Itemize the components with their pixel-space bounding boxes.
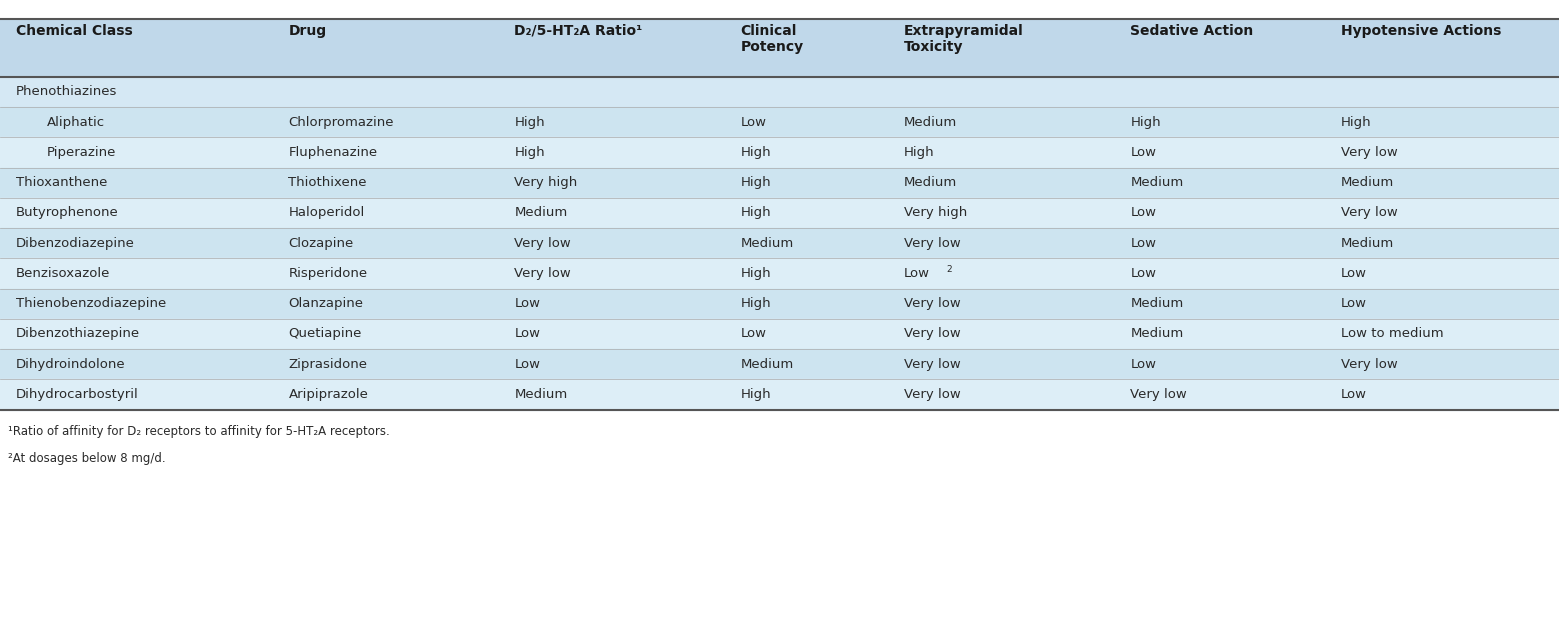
Text: Low: Low bbox=[1130, 207, 1157, 219]
Text: Low: Low bbox=[1341, 297, 1367, 310]
Text: Very low: Very low bbox=[904, 297, 960, 310]
Bar bbox=[0, 349, 1559, 379]
Text: Very high: Very high bbox=[514, 176, 578, 189]
Text: Very low: Very low bbox=[904, 358, 960, 370]
Text: High: High bbox=[1341, 116, 1372, 129]
Text: High: High bbox=[741, 176, 772, 189]
Text: High: High bbox=[514, 146, 546, 159]
Text: 2: 2 bbox=[946, 265, 953, 273]
Text: Ziprasidone: Ziprasidone bbox=[288, 358, 368, 370]
Text: Low: Low bbox=[1130, 358, 1157, 370]
Bar bbox=[0, 319, 1559, 349]
Text: Aripiprazole: Aripiprazole bbox=[288, 388, 368, 401]
Text: Medium: Medium bbox=[904, 116, 957, 129]
Text: Very low: Very low bbox=[1341, 146, 1397, 159]
Text: Very low: Very low bbox=[514, 267, 571, 280]
Text: High: High bbox=[514, 116, 546, 129]
Text: Low: Low bbox=[514, 297, 541, 310]
Text: High: High bbox=[741, 388, 772, 401]
Text: Very low: Very low bbox=[904, 388, 960, 401]
Text: Medium: Medium bbox=[1341, 237, 1394, 249]
Bar bbox=[0, 379, 1559, 410]
Text: ¹Ratio of affinity for D₂ receptors to affinity for 5-HT₂A receptors.: ¹Ratio of affinity for D₂ receptors to a… bbox=[8, 425, 390, 438]
Text: Olanzapine: Olanzapine bbox=[288, 297, 363, 310]
Text: Hypotensive Actions: Hypotensive Actions bbox=[1341, 24, 1501, 38]
Text: Extrapyramidal
Toxicity: Extrapyramidal Toxicity bbox=[904, 24, 1024, 54]
Text: High: High bbox=[741, 297, 772, 310]
Text: High: High bbox=[904, 146, 935, 159]
Text: Thiothixene: Thiothixene bbox=[288, 176, 366, 189]
Text: Medium: Medium bbox=[1130, 176, 1183, 189]
Text: Very high: Very high bbox=[904, 207, 968, 219]
Text: Butyrophenone: Butyrophenone bbox=[16, 207, 118, 219]
Text: Very low: Very low bbox=[1130, 388, 1186, 401]
Text: Low: Low bbox=[1130, 267, 1157, 280]
Text: Very low: Very low bbox=[1341, 358, 1397, 370]
Text: Aliphatic: Aliphatic bbox=[47, 116, 104, 129]
Text: High: High bbox=[741, 146, 772, 159]
Text: Clinical
Potency: Clinical Potency bbox=[741, 24, 803, 54]
Text: Very low: Very low bbox=[904, 328, 960, 340]
Bar bbox=[0, 258, 1559, 289]
Text: Low: Low bbox=[514, 328, 541, 340]
Text: Risperidone: Risperidone bbox=[288, 267, 368, 280]
Bar bbox=[0, 137, 1559, 168]
Text: Thienobenzodiazepine: Thienobenzodiazepine bbox=[16, 297, 165, 310]
Text: Medium: Medium bbox=[1130, 297, 1183, 310]
Text: Low: Low bbox=[741, 116, 767, 129]
Text: Medium: Medium bbox=[514, 207, 567, 219]
Text: Low: Low bbox=[1341, 267, 1367, 280]
Bar bbox=[0, 107, 1559, 137]
Text: Chlorpromazine: Chlorpromazine bbox=[288, 116, 394, 129]
Text: Benzisoxazole: Benzisoxazole bbox=[16, 267, 111, 280]
Text: Quetiapine: Quetiapine bbox=[288, 328, 362, 340]
Text: Medium: Medium bbox=[904, 176, 957, 189]
Text: Haloperidol: Haloperidol bbox=[288, 207, 365, 219]
Text: D₂/5-HT₂A Ratio¹: D₂/5-HT₂A Ratio¹ bbox=[514, 24, 642, 38]
Bar bbox=[0, 168, 1559, 198]
Text: Low: Low bbox=[904, 267, 931, 280]
Text: Medium: Medium bbox=[514, 388, 567, 401]
Text: Dihydrocarbostyril: Dihydrocarbostyril bbox=[16, 388, 139, 401]
Text: High: High bbox=[741, 207, 772, 219]
Text: Piperazine: Piperazine bbox=[47, 146, 115, 159]
Text: Fluphenazine: Fluphenazine bbox=[288, 146, 377, 159]
Text: Dibenzothiazepine: Dibenzothiazepine bbox=[16, 328, 140, 340]
Text: Phenothiazines: Phenothiazines bbox=[16, 86, 117, 98]
Text: Low: Low bbox=[1341, 388, 1367, 401]
Text: Medium: Medium bbox=[741, 358, 794, 370]
Text: Medium: Medium bbox=[741, 237, 794, 249]
Text: Very low: Very low bbox=[904, 237, 960, 249]
Text: Medium: Medium bbox=[1130, 328, 1183, 340]
Text: Low: Low bbox=[741, 328, 767, 340]
Text: Very low: Very low bbox=[514, 237, 571, 249]
Bar bbox=[0, 19, 1559, 77]
Text: Dibenzodiazepine: Dibenzodiazepine bbox=[16, 237, 134, 249]
Text: Sedative Action: Sedative Action bbox=[1130, 24, 1253, 38]
Text: High: High bbox=[1130, 116, 1161, 129]
Text: Drug: Drug bbox=[288, 24, 326, 38]
Text: Low: Low bbox=[1130, 237, 1157, 249]
Text: Dihydroindolone: Dihydroindolone bbox=[16, 358, 125, 370]
Text: Thioxanthene: Thioxanthene bbox=[16, 176, 108, 189]
Bar bbox=[0, 228, 1559, 258]
Bar bbox=[0, 77, 1559, 107]
Text: Clozapine: Clozapine bbox=[288, 237, 354, 249]
Text: Low: Low bbox=[514, 358, 541, 370]
Text: Very low: Very low bbox=[1341, 207, 1397, 219]
Bar bbox=[0, 198, 1559, 228]
Text: Low to medium: Low to medium bbox=[1341, 328, 1444, 340]
Text: Medium: Medium bbox=[1341, 176, 1394, 189]
Text: ²At dosages below 8 mg/d.: ²At dosages below 8 mg/d. bbox=[8, 452, 165, 465]
Text: Chemical Class: Chemical Class bbox=[16, 24, 133, 38]
Bar bbox=[0, 289, 1559, 319]
Text: Low: Low bbox=[1130, 146, 1157, 159]
Text: High: High bbox=[741, 267, 772, 280]
